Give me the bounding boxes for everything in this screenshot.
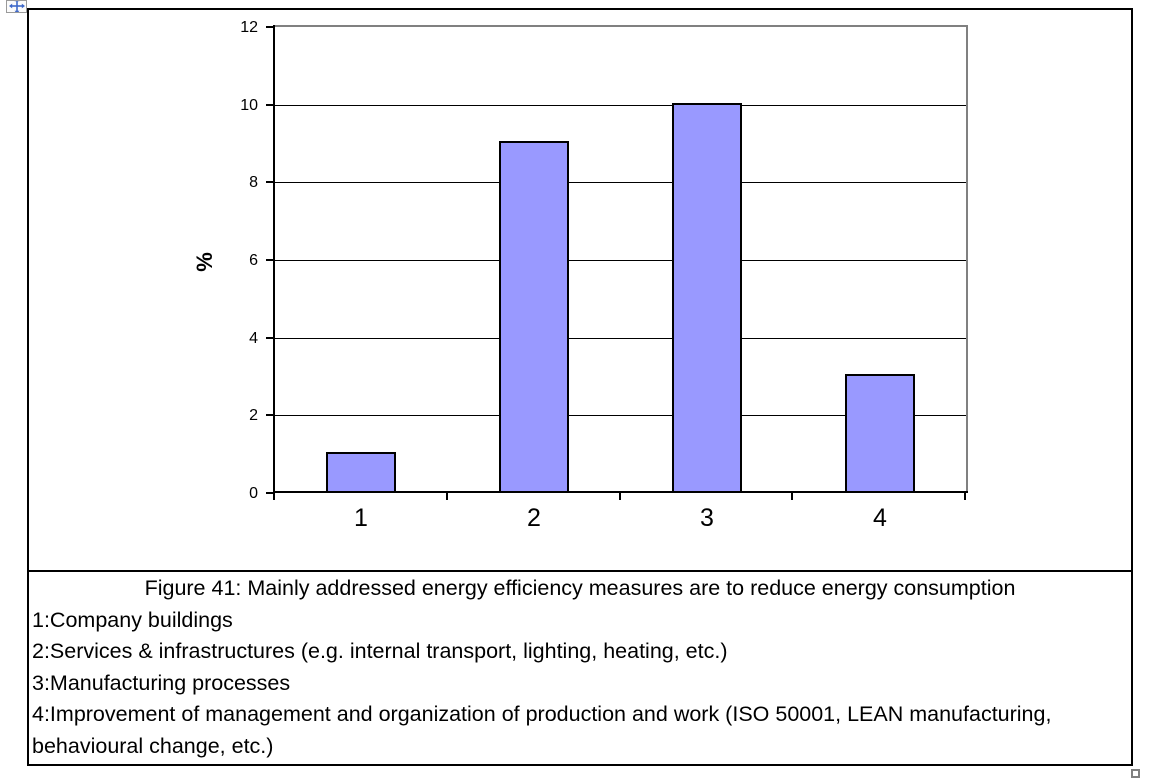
y-tick-mark	[266, 337, 275, 339]
bar-category-2	[499, 141, 569, 493]
y-tick-label: 0	[249, 485, 258, 502]
y-gridline	[275, 338, 966, 339]
bar-category-1	[326, 452, 396, 493]
x-tick-mark	[964, 493, 966, 500]
y-gridline	[275, 415, 966, 416]
y-tick-mark	[266, 259, 275, 261]
legend-item-3: 3:Manufacturing processes	[32, 670, 291, 695]
y-tick-mark	[266, 104, 275, 106]
x-category-label: 1	[354, 504, 368, 532]
y-tick-label: 6	[249, 252, 258, 269]
legend-item-4: 4:Improvement of management and organiza…	[32, 702, 1052, 758]
x-tick-mark	[273, 493, 275, 500]
x-tick-mark	[791, 493, 793, 500]
y-tick-label: 2	[249, 407, 258, 424]
x-tick-mark	[619, 493, 621, 500]
table-row-divider	[27, 570, 1133, 572]
bar-category-4	[845, 374, 915, 493]
y-gridline	[275, 105, 966, 106]
y-tick-mark	[266, 181, 275, 183]
table-resize-handle[interactable]	[1131, 769, 1140, 778]
plot-border-top	[275, 25, 968, 27]
bar-category-3	[672, 103, 742, 493]
figure-caption-title: Figure 41: Mainly addressed energy effic…	[144, 576, 1016, 600]
category-legend-list: 1:Company buildings 2:Services & infrastr…	[29, 605, 1131, 763]
plot-border-right	[966, 25, 968, 493]
y-tick-label: 8	[249, 174, 258, 191]
legend-item-2: 2:Services & infrastructures (e.g. inter…	[32, 639, 728, 664]
y-tick-mark	[266, 492, 275, 494]
y-tick-label: 10	[240, 97, 258, 114]
x-category-label: 4	[873, 504, 887, 532]
y-tick-mark	[266, 414, 275, 416]
x-category-label: 2	[527, 504, 541, 532]
figure-caption-cell: Figure 41: Mainly addressed energy effic…	[29, 571, 1131, 764]
x-category-label: 3	[700, 504, 714, 532]
y-tick-label: 4	[249, 330, 258, 347]
figure-table-border	[27, 8, 1133, 766]
y-gridline	[275, 182, 966, 183]
y-tick-label: 12	[240, 19, 258, 36]
x-axis-line	[273, 491, 968, 493]
table-move-handle[interactable]	[6, 0, 27, 13]
legend-item-1: 1:Company buildings	[32, 607, 233, 632]
y-gridline	[275, 260, 966, 261]
x-tick-mark	[446, 493, 448, 500]
y-tick-mark	[266, 26, 275, 28]
